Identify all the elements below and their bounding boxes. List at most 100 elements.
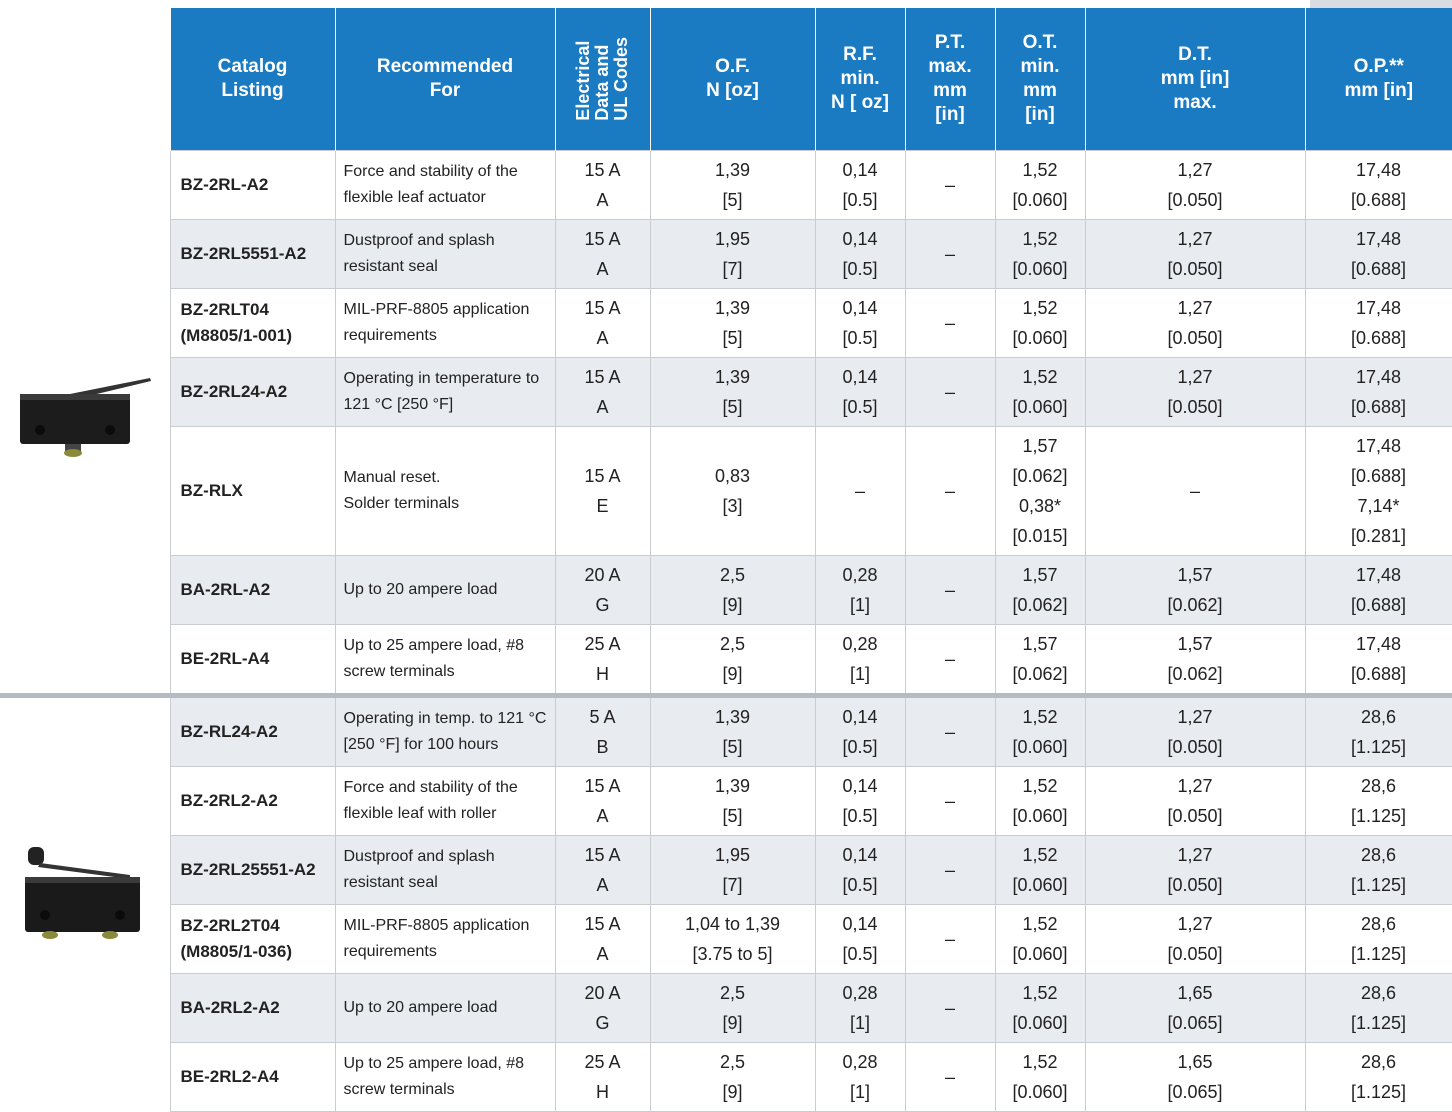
product-image-cell — [0, 151, 170, 696]
spec-cell: 1,52 [0.060] — [995, 696, 1085, 767]
spec-cell: 1,57 [0.062] — [1085, 556, 1305, 625]
header-blank — [0, 8, 170, 151]
product-image-cell — [0, 696, 170, 1112]
recommended-for: Dustproof and splash resistant seal — [335, 220, 555, 289]
spec-cell: – — [905, 974, 995, 1043]
spec-cell: 1,57 [0.062] 0,38* [0.015] — [995, 427, 1085, 556]
spec-cell: 15 A A — [555, 905, 650, 974]
column-header: D.T. mm [in] max. — [1085, 8, 1305, 151]
spec-cell: 1,04 to 1,39 [3.75 to 5] — [650, 905, 815, 974]
spec-cell: – — [905, 836, 995, 905]
catalog-listing: BZ-2RL2T04 (M8805/1-036) — [170, 905, 335, 974]
spec-cell: 0,28 [1] — [815, 974, 905, 1043]
spec-cell: 28,6 [1.125] — [1305, 1043, 1452, 1112]
spec-cell: 25 A H — [555, 1043, 650, 1112]
spec-cell: 0,28 [1] — [815, 625, 905, 696]
column-header: Catalog Listing — [170, 8, 335, 151]
spec-cell: 1,52 [0.060] — [995, 905, 1085, 974]
spec-cell: 28,6 [1.125] — [1305, 836, 1452, 905]
spec-cell: 1,95 [7] — [650, 836, 815, 905]
table-body: BZ-2RL-A2 Force and stability of the flex… — [0, 151, 1452, 1112]
catalog-listing: BZ-2RL5551-A2 — [170, 220, 335, 289]
recommended-for: MIL-PRF-8805 application requirements — [335, 289, 555, 358]
recommended-for: Up to 25 ampere load, #8 screw terminals — [335, 1043, 555, 1112]
spec-cell: 1,27 [0.050] — [1085, 767, 1305, 836]
spec-cell: 1,27 [0.050] — [1085, 151, 1305, 220]
spec-cell: 15 A A — [555, 151, 650, 220]
catalog-listing: BZ-2RLT04 (M8805/1-001) — [170, 289, 335, 358]
catalog-listing: BE-2RL2-A4 — [170, 1043, 335, 1112]
catalog-listing: BZ-RL24-A2 — [170, 696, 335, 767]
spec-cell: 1,27 [0.050] — [1085, 358, 1305, 427]
spec-cell: – — [905, 1043, 995, 1112]
recommended-for: Manual reset. Solder terminals — [335, 427, 555, 556]
spec-cell: 1,95 [7] — [650, 220, 815, 289]
spec-cell: 5 A B — [555, 696, 650, 767]
spec-cell: – — [905, 289, 995, 358]
column-header: O.T. min. mm [in] — [995, 8, 1085, 151]
spec-cell: 1,39 [5] — [650, 767, 815, 836]
spec-cell: 17,48 [0.688] 7,14* [0.281] — [1305, 427, 1452, 556]
catalog-listing: BE-2RL-A4 — [170, 625, 335, 696]
spec-cell: 28,6 [1.125] — [1305, 767, 1452, 836]
table-row: BZ-2RLT04 (M8805/1-001)MIL-PRF-8805 appl… — [0, 289, 1452, 358]
spec-cell: – — [905, 625, 995, 696]
recommended-for: MIL-PRF-8805 application requirements — [335, 905, 555, 974]
recommended-for: Up to 25 ampere load, #8 screw terminals — [335, 625, 555, 696]
spec-cell: 15 A E — [555, 427, 650, 556]
spec-cell: 0,14 [0.5] — [815, 358, 905, 427]
recommended-for: Operating in temp. to 121 °C [250 °F] fo… — [335, 696, 555, 767]
product-image — [10, 372, 160, 462]
spec-cell: 1,27 [0.050] — [1085, 696, 1305, 767]
table-row: BZ-2RL2T04 (M8805/1-036)MIL-PRF-8805 app… — [0, 905, 1452, 974]
spec-cell: 15 A A — [555, 836, 650, 905]
spec-cell: 17,48 [0.688] — [1305, 220, 1452, 289]
spec-cell: 0,28 [1] — [815, 556, 905, 625]
spec-cell: – — [905, 767, 995, 836]
spec-cell: 15 A A — [555, 767, 650, 836]
spec-cell: – — [905, 358, 995, 427]
spec-cell: 1,52 [0.060] — [995, 289, 1085, 358]
spec-cell: 15 A A — [555, 220, 650, 289]
spec-cell: 0,83 [3] — [650, 427, 815, 556]
spec-cell: 0,14 [0.5] — [815, 836, 905, 905]
page: Catalog ListingRecommended For Electrical… — [0, 0, 1452, 1110]
spec-cell: 1,52 [0.060] — [995, 974, 1085, 1043]
spec-cell: 0,14 [0.5] — [815, 151, 905, 220]
catalog-listing: BA-2RL-A2 — [170, 556, 335, 625]
catalog-listing: BZ-2RL-A2 — [170, 151, 335, 220]
spec-cell: – — [905, 220, 995, 289]
spec-cell: 1,57 [0.062] — [1085, 625, 1305, 696]
spec-cell: 0,14 [0.5] — [815, 289, 905, 358]
catalog-listing: BZ-RLX — [170, 427, 335, 556]
spec-cell: 17,48 [0.688] — [1305, 289, 1452, 358]
spec-cell: 17,48 [0.688] — [1305, 151, 1452, 220]
spec-cell: 17,48 [0.688] — [1305, 625, 1452, 696]
spec-cell: 1,39 [5] — [650, 151, 815, 220]
catalog-listing: BA-2RL2-A2 — [170, 974, 335, 1043]
spec-cell: 1,52 [0.060] — [995, 836, 1085, 905]
catalog-listing: BZ-2RL25551-A2 — [170, 836, 335, 905]
spec-cell: 1,39 [5] — [650, 696, 815, 767]
spec-cell: 1,57 [0.062] — [995, 556, 1085, 625]
spec-cell: 1,39 [5] — [650, 289, 815, 358]
spec-cell: 17,48 [0.688] — [1305, 556, 1452, 625]
column-header: P.T. max. mm [in] — [905, 8, 995, 151]
recommended-for: Force and stability of the flexible leaf… — [335, 767, 555, 836]
column-header: R.F. min. N [ oz] — [815, 8, 905, 151]
spec-cell: 1,52 [0.060] — [995, 1043, 1085, 1112]
column-header-text: Electrical Data and UL Codes — [574, 37, 631, 121]
spec-cell: 2,5 [9] — [650, 556, 815, 625]
spec-cell: 1,52 [0.060] — [995, 767, 1085, 836]
product-image — [10, 845, 160, 955]
column-header: Recommended For — [335, 8, 555, 151]
